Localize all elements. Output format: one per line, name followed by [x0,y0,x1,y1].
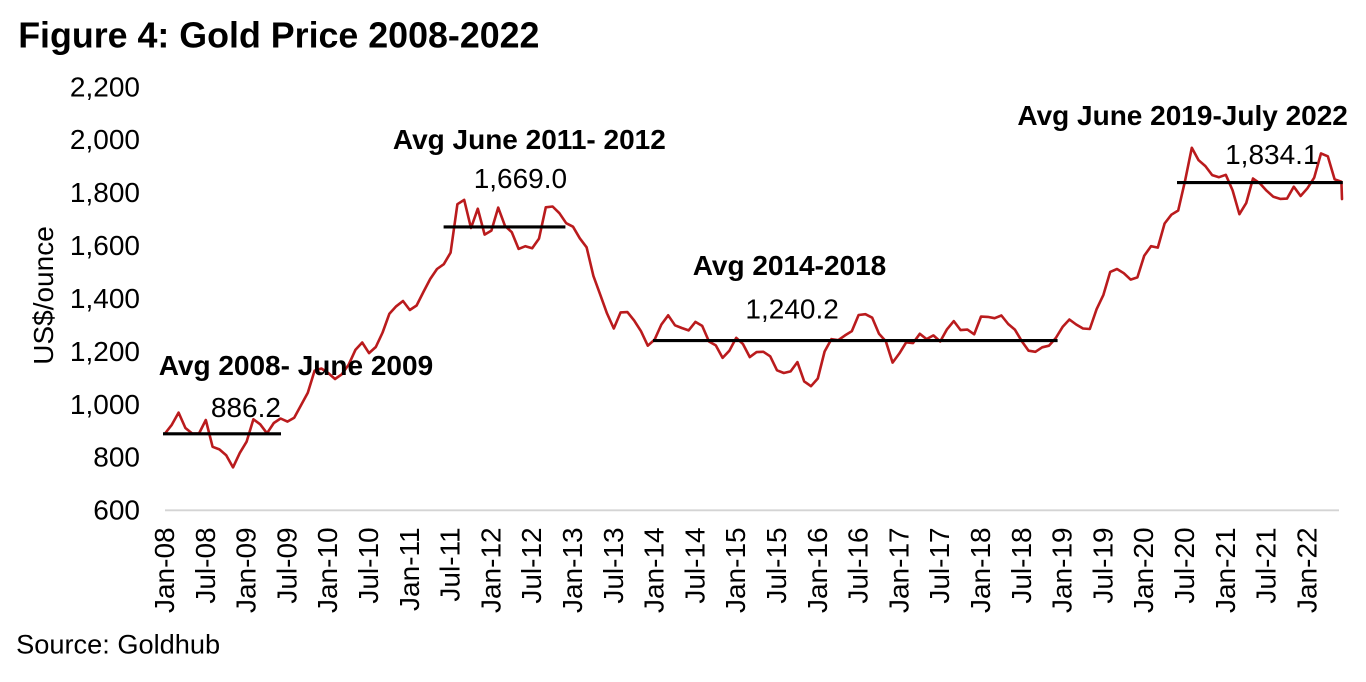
svg-text:1,000: 1,000 [70,389,140,420]
svg-text:Jan-09: Jan-09 [231,527,262,613]
svg-text:Jul-19: Jul-19 [1087,527,1118,603]
svg-text:Jul-18: Jul-18 [1006,527,1037,603]
svg-text:Jul-10: Jul-10 [353,527,384,603]
svg-text:Jan-18: Jan-18 [965,527,996,613]
svg-text:1,669.0: 1,669.0 [474,163,567,194]
svg-text:1,800: 1,800 [70,177,140,208]
svg-text:1,834.1: 1,834.1 [1225,139,1318,170]
svg-text:Avg 2008- June 2009: Avg 2008- June 2009 [159,350,433,381]
svg-text:Jan-11: Jan-11 [394,527,425,611]
svg-text:Avg June 2011- 2012: Avg June 2011- 2012 [393,124,666,155]
svg-text:2,200: 2,200 [70,71,140,102]
svg-text:Figure 4: Gold Price 2008-2022: Figure 4: Gold Price 2008-2022 [18,16,539,56]
svg-text:1,400: 1,400 [70,283,140,314]
svg-text:2,000: 2,000 [70,124,140,155]
svg-text:Source: Goldhub: Source: Goldhub [16,629,220,660]
svg-text:Jul-14: Jul-14 [679,527,710,603]
svg-text:Jan-19: Jan-19 [1047,527,1078,613]
svg-text:886.2: 886.2 [211,392,281,423]
svg-text:Jul-13: Jul-13 [598,527,629,603]
svg-text:Avg June 2019-July 2022: Avg June 2019-July 2022 [1017,100,1347,131]
svg-text:1,200: 1,200 [70,336,140,367]
svg-text:Jul-21: Jul-21 [1251,527,1282,603]
svg-text:Jan-08: Jan-08 [149,527,180,613]
svg-text:Jan-20: Jan-20 [1128,527,1159,613]
svg-text:Jul-09: Jul-09 [271,527,302,603]
svg-text:Jul-16: Jul-16 [843,527,874,603]
svg-text:Avg 2014-2018: Avg 2014-2018 [693,250,887,281]
svg-text:Jan-21: Jan-21 [1210,527,1241,613]
svg-text:Jul-20: Jul-20 [1169,527,1200,603]
svg-text:Jul-17: Jul-17 [924,527,955,603]
svg-text:800: 800 [93,442,140,473]
svg-text:Jan-10: Jan-10 [312,527,343,613]
svg-text:Jan-13: Jan-13 [557,527,588,613]
svg-text:Jul-08: Jul-08 [190,527,221,603]
svg-text:Jan-14: Jan-14 [639,527,670,613]
svg-text:Jan-12: Jan-12 [475,527,506,613]
svg-text:Jan-22: Jan-22 [1291,527,1322,613]
svg-text:Jul-15: Jul-15 [761,527,792,603]
svg-text:1,240.2: 1,240.2 [745,294,838,325]
svg-text:Jan-16: Jan-16 [802,527,833,613]
svg-text:Jan-15: Jan-15 [720,527,751,613]
svg-text:Jan-17: Jan-17 [883,527,914,613]
svg-text:Jul-12: Jul-12 [516,527,547,603]
svg-text:Jul-11: Jul-11 [435,527,466,601]
svg-text:1,600: 1,600 [70,230,140,261]
svg-text:US$/ounce: US$/ounce [28,226,59,365]
svg-text:600: 600 [93,495,140,526]
